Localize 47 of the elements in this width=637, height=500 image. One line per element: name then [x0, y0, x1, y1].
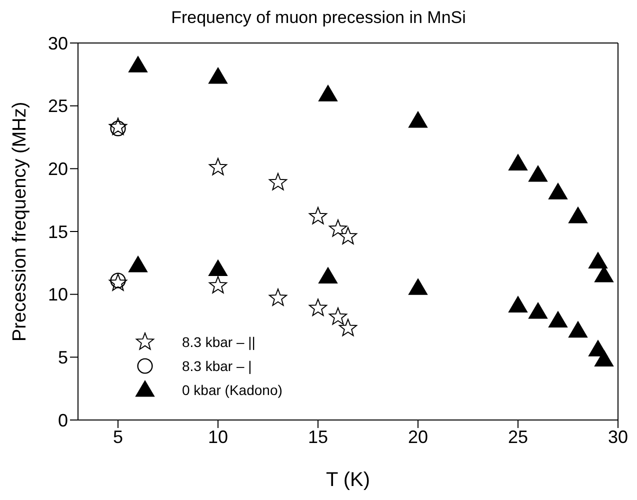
y-tick-label: 25 — [48, 96, 68, 116]
y-tick-label: 20 — [48, 159, 68, 180]
point — [268, 172, 288, 190]
point — [528, 302, 548, 319]
legend-label: 8.3 kbar – || — [182, 334, 256, 350]
point — [128, 56, 148, 72]
point — [408, 278, 428, 295]
point — [338, 227, 358, 244]
point — [128, 256, 148, 272]
legend-label: 8.3 kbar – | — [182, 358, 252, 374]
x-tick-label: 5 — [112, 426, 124, 447]
y-tick-label: 30 — [48, 33, 68, 54]
chart-title: Frequency of muon precession in MnSi — [170, 8, 467, 28]
point — [318, 267, 338, 284]
x-tick-label: 15 — [308, 426, 328, 447]
point — [268, 288, 288, 306]
point — [308, 206, 328, 224]
x-tick-label: 10 — [208, 426, 228, 447]
point — [338, 318, 358, 336]
point — [208, 260, 228, 276]
x-axis-title: T (K) — [326, 469, 370, 491]
point — [594, 350, 614, 366]
y-tick-label: 0 — [58, 410, 68, 430]
y-tick-label: 15 — [48, 222, 68, 242]
point — [308, 298, 328, 316]
point — [208, 67, 228, 84]
point — [508, 296, 528, 312]
point — [588, 252, 608, 268]
legend-label: 0 kbar (Kadono) — [182, 382, 282, 398]
point — [568, 321, 588, 338]
point — [208, 158, 228, 176]
point — [318, 85, 338, 102]
point — [568, 206, 588, 224]
y-tick-label: 10 — [48, 284, 68, 305]
x-tick-label: 20 — [408, 426, 428, 447]
point — [528, 165, 548, 182]
x-tick-label: 25 — [508, 426, 528, 447]
y-axis-title: Precession frequency (MHz) — [10, 102, 31, 342]
point — [328, 219, 348, 237]
point — [208, 276, 228, 294]
point — [548, 183, 568, 200]
y-tick-label: 5 — [58, 348, 68, 368]
point — [408, 111, 428, 128]
point — [508, 154, 528, 170]
x-tick-label: 30 — [608, 426, 628, 447]
point — [328, 307, 348, 325]
point — [548, 311, 568, 328]
